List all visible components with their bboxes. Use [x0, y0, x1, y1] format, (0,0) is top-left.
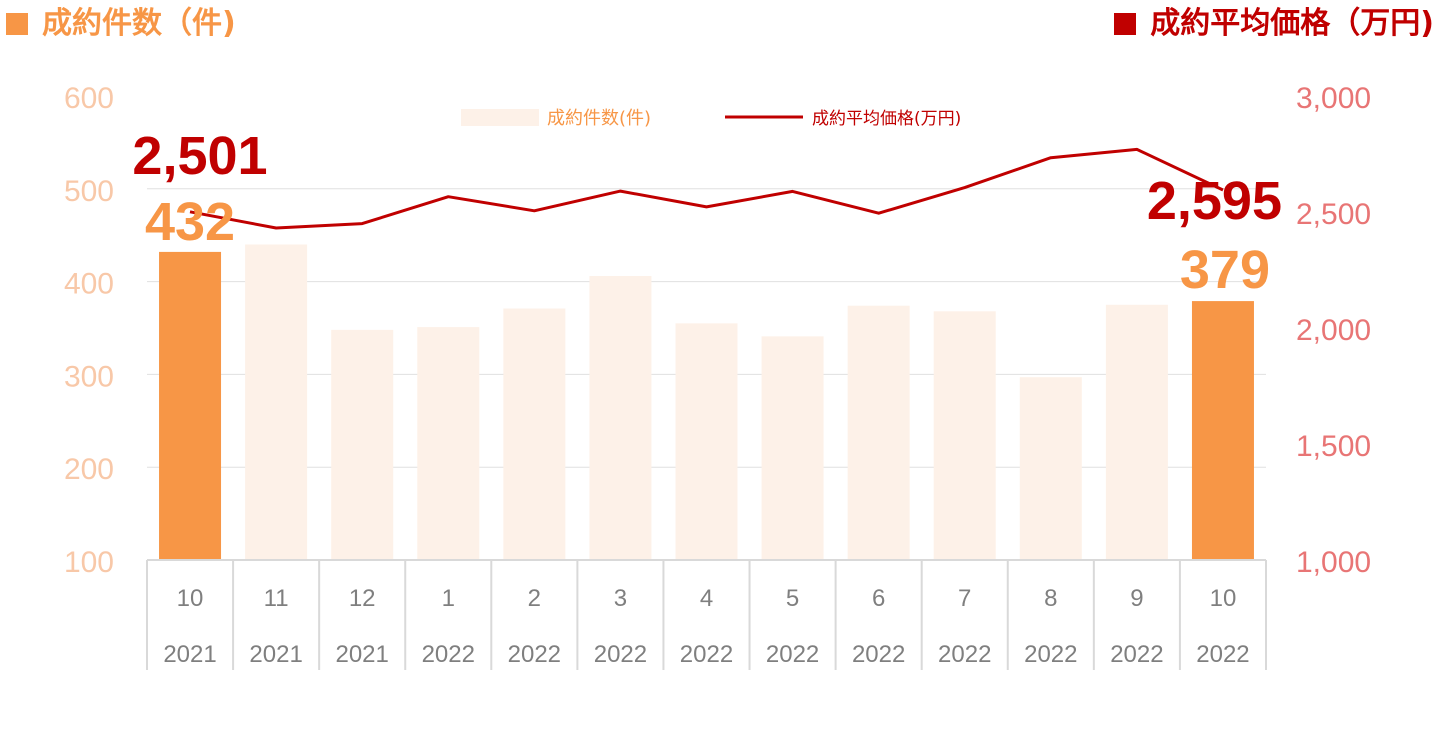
category-year: 2022	[1196, 641, 1249, 668]
right-axis-tick: 2,500	[1296, 198, 1371, 231]
category-month: 12	[349, 585, 376, 612]
right-axis-tick: 3,000	[1296, 82, 1371, 115]
category-year: 2022	[852, 641, 905, 668]
price-data-label: 2,595	[1147, 171, 1282, 231]
category-month: 4	[700, 585, 713, 612]
category-year: 2022	[1110, 641, 1163, 668]
right-axis-tick: 1,000	[1296, 546, 1371, 579]
category-month: 3	[614, 585, 627, 612]
category-month: 1	[442, 585, 455, 612]
right-axis-header-label: 成約平均価格（万円)	[1150, 6, 1434, 41]
bar	[847, 305, 910, 560]
left-axis-header-label: 成約件数（件)	[42, 6, 236, 41]
price-data-label: 2,501	[132, 126, 267, 186]
category-year: 2022	[766, 641, 819, 668]
bar	[933, 311, 996, 560]
category-year: 2022	[1024, 641, 1077, 668]
category-year: 2022	[680, 641, 733, 668]
legend-bar-swatch	[461, 109, 539, 126]
line-series-swatch	[1114, 13, 1137, 35]
bar	[589, 276, 652, 560]
count-data-label: 379	[1180, 240, 1270, 300]
price-line	[189, 147, 1224, 230]
category-year: 2022	[938, 641, 991, 668]
bar	[159, 251, 222, 561]
bar	[761, 336, 824, 560]
category-month: 8	[1044, 585, 1057, 612]
category-year: 2021	[163, 641, 216, 668]
bar	[675, 323, 738, 560]
category-month: 6	[872, 585, 885, 612]
category-month: 5	[786, 585, 799, 612]
category-month: 2	[528, 585, 541, 612]
category-year: 2022	[508, 641, 561, 668]
left-axis-tick: 300	[64, 360, 114, 393]
legend-line-label: 成約平均価格(万円)	[812, 109, 961, 129]
right-axis-tick: 2,000	[1296, 314, 1371, 347]
bar	[1191, 301, 1254, 560]
category-year: 2021	[249, 641, 302, 668]
left-axis-tick: 600	[64, 82, 114, 115]
category-year: 2022	[594, 641, 647, 668]
bar-series-swatch	[6, 13, 28, 35]
legend-bar-label: 成約件数(件)	[547, 108, 651, 129]
right-axis-header: 成約平均価格（万円)	[1114, 4, 1434, 44]
left-axis-tick: 200	[64, 453, 114, 486]
bar	[503, 308, 566, 560]
category-month: 10	[177, 585, 204, 612]
right-axis-tick: 1,500	[1296, 430, 1371, 463]
bar	[331, 329, 394, 560]
bar	[417, 327, 480, 560]
left-axis-tick: 100	[64, 546, 114, 579]
left-axis-tick: 400	[64, 268, 114, 301]
bar	[245, 244, 308, 561]
category-month: 9	[1130, 585, 1143, 612]
bar	[1019, 377, 1082, 560]
bar	[1105, 304, 1168, 560]
count-data-label: 432	[145, 192, 235, 252]
category-month: 7	[958, 585, 971, 612]
category-month: 10	[1210, 585, 1237, 612]
left-axis-tick: 500	[64, 175, 114, 208]
category-month: 11	[264, 585, 289, 612]
category-year: 2021	[335, 641, 388, 668]
category-year: 2022	[422, 641, 475, 668]
left-axis-header: 成約件数（件)	[6, 4, 236, 44]
